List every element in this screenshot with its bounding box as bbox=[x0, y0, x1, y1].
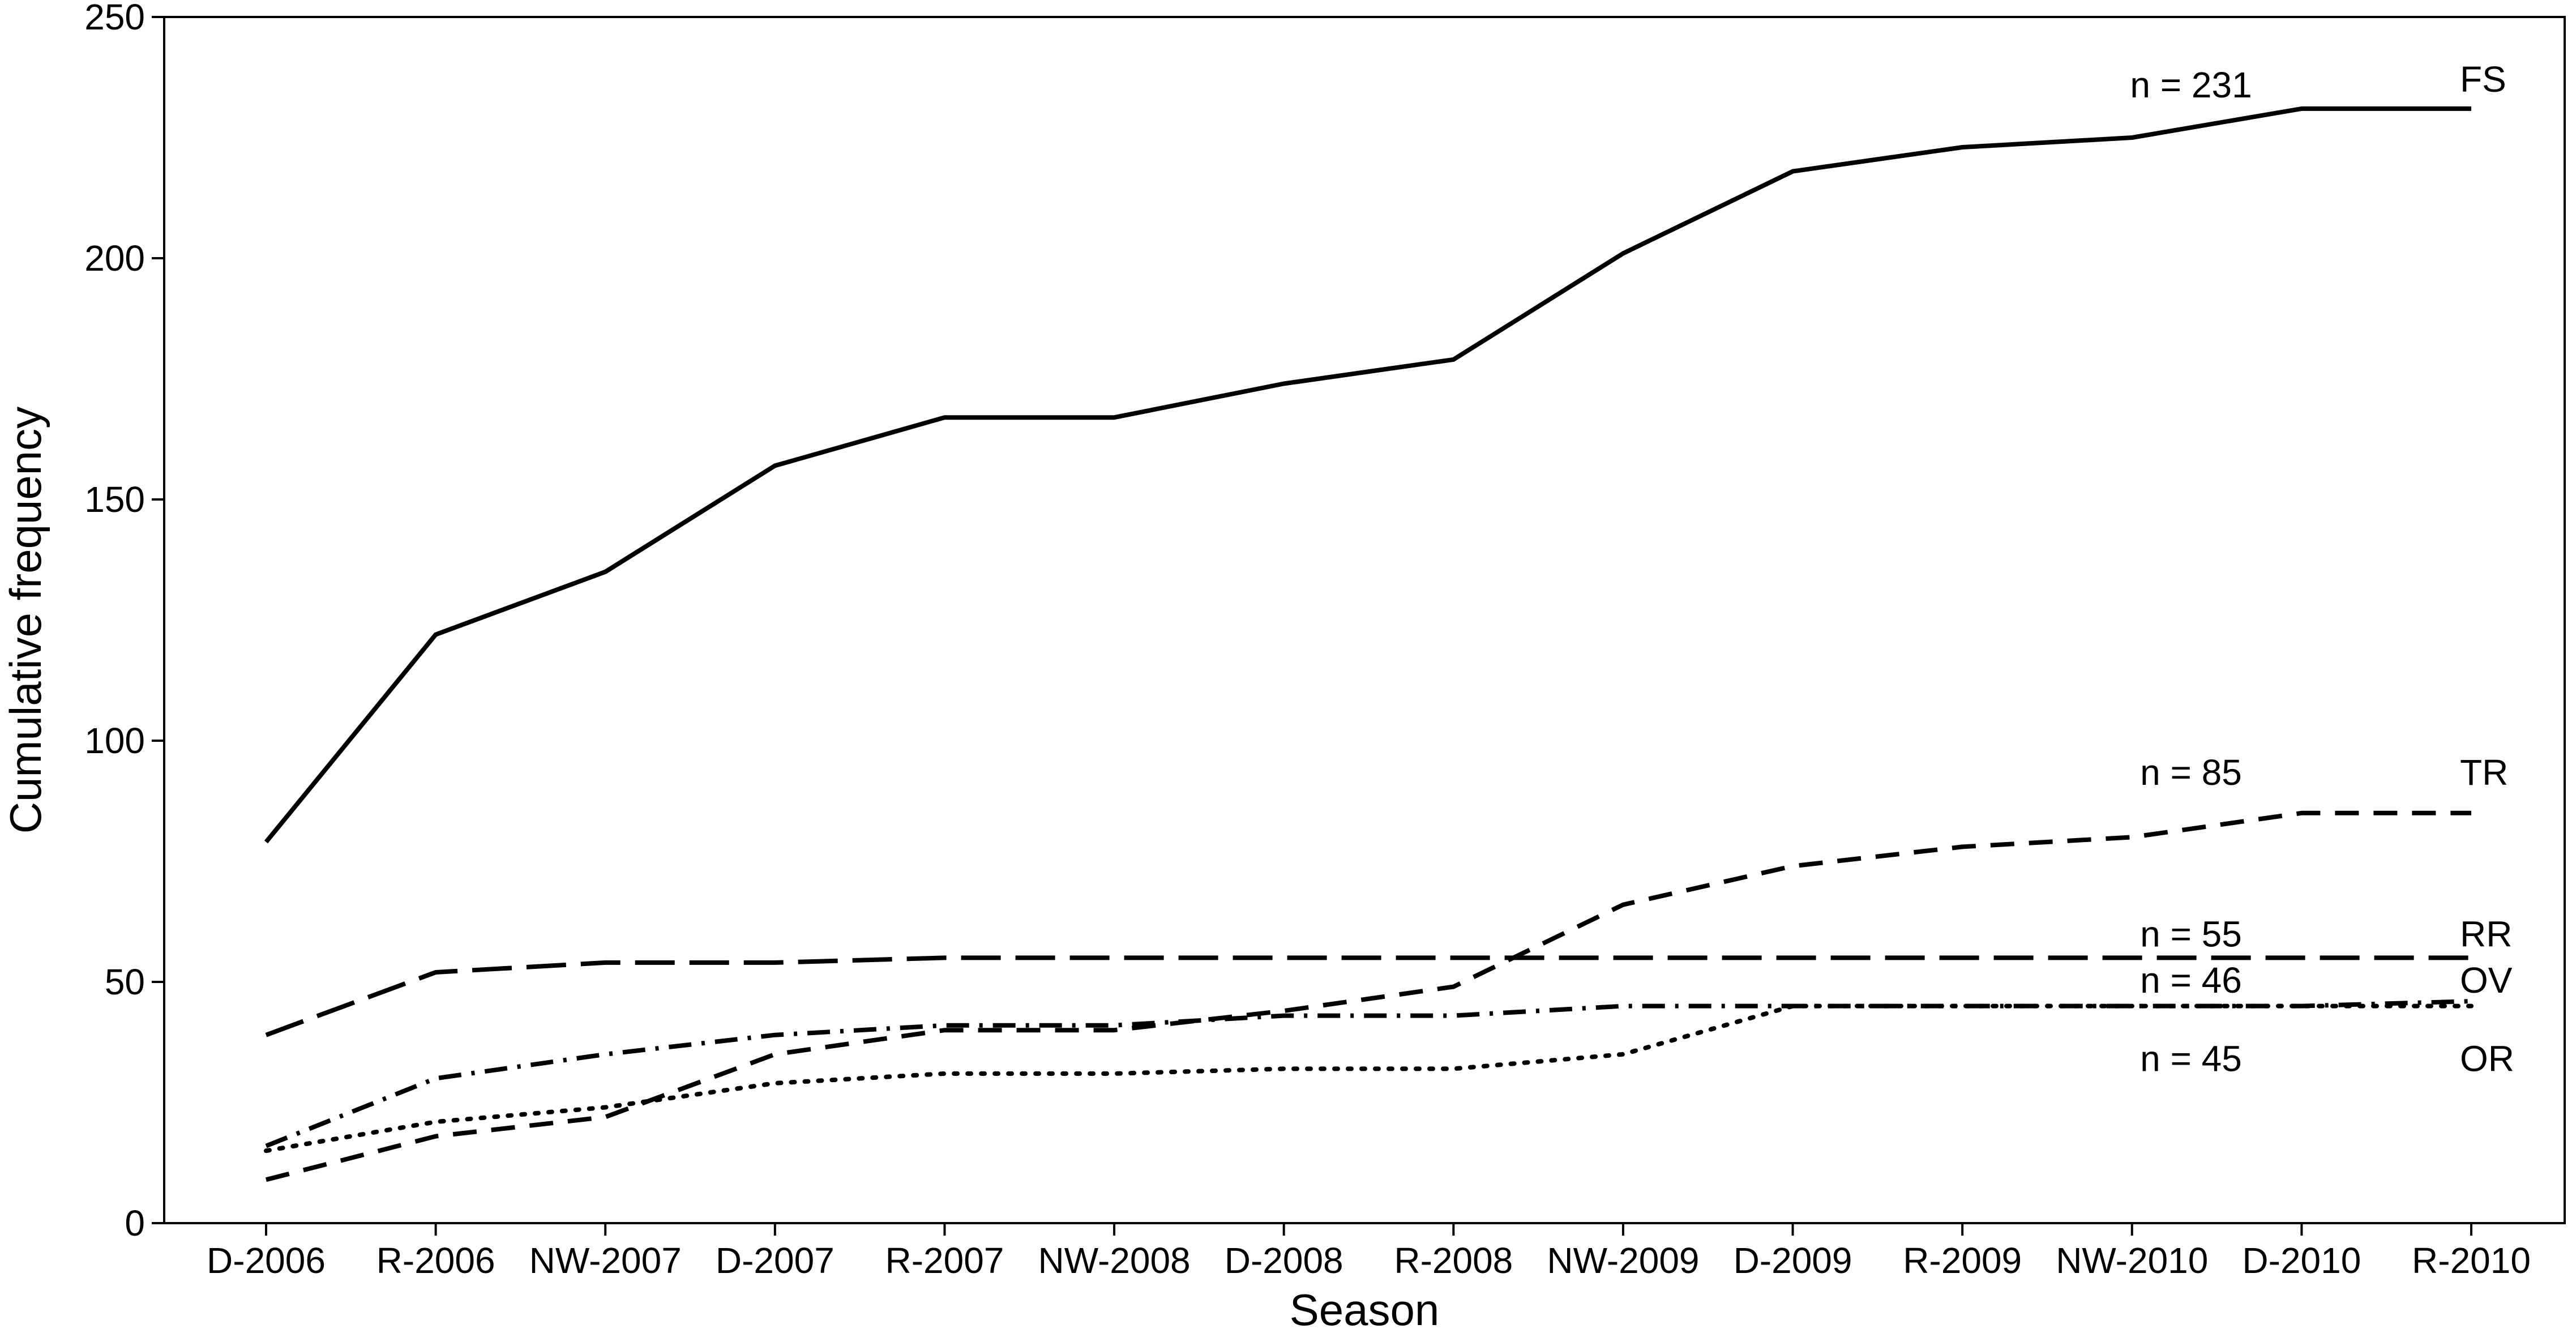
y-tick-label: 250 bbox=[84, 0, 145, 37]
x-tick-label: R-2006 bbox=[376, 1240, 495, 1281]
series-name-tr: TR bbox=[2460, 752, 2508, 793]
x-tick-label: D-2008 bbox=[1225, 1240, 1343, 1281]
series-name-ov: OV bbox=[2460, 960, 2513, 1001]
series-line-fs bbox=[264, 106, 2471, 844]
y-tick-label: 150 bbox=[84, 479, 145, 520]
x-tick-label: D-2010 bbox=[2242, 1240, 2361, 1281]
series-line-or bbox=[264, 1003, 2474, 1153]
x-tick-label: NW-2009 bbox=[1547, 1240, 1699, 1281]
x-tick-label: R-2010 bbox=[2412, 1240, 2531, 1281]
series-annotations: n = 231 FS n = 85 TR n = 55 RR n = 46 OV n = 45 O… bbox=[2130, 59, 2514, 1079]
series-line-rr bbox=[265, 955, 2471, 1037]
x-tick-label: D-2007 bbox=[716, 1240, 835, 1281]
y-axis: 0 50 100 150 200 250 bbox=[84, 0, 164, 1244]
series-line-tr bbox=[266, 810, 2471, 1182]
series-name-or: OR bbox=[2460, 1039, 2514, 1079]
x-axis: D-2006 R-2006 NW-2007 D-2007 R-2007 NW-2008 D-… bbox=[207, 1223, 2531, 1281]
x-tick-label: R-2008 bbox=[1394, 1240, 1513, 1281]
x-tick-label: R-2009 bbox=[1903, 1240, 2022, 1281]
x-tick-label: NW-2010 bbox=[2056, 1240, 2208, 1281]
n-label-tr: n = 85 bbox=[2140, 752, 2242, 793]
n-label-rr: n = 55 bbox=[2140, 913, 2242, 954]
y-tick-label: 200 bbox=[84, 238, 145, 279]
x-axis-title: Season bbox=[1290, 1285, 1440, 1333]
y-tick-label: 100 bbox=[84, 720, 145, 761]
y-tick-label: 50 bbox=[105, 962, 145, 1002]
plot-frame bbox=[163, 16, 2566, 1224]
n-label-or: n = 45 bbox=[2140, 1039, 2242, 1079]
y-tick-label: 0 bbox=[125, 1203, 145, 1244]
series-group bbox=[264, 106, 2474, 1182]
x-tick-label: D-2006 bbox=[207, 1240, 326, 1281]
series-name-rr: RR bbox=[2460, 913, 2512, 954]
x-tick-label: NW-2008 bbox=[1038, 1240, 1190, 1281]
x-tick-label: NW-2007 bbox=[529, 1240, 682, 1281]
n-label-ov: n = 46 bbox=[2140, 960, 2242, 1001]
series-name-fs: FS bbox=[2460, 59, 2506, 100]
n-label-fs: n = 231 bbox=[2130, 65, 2252, 105]
y-axis-title: Cumulative frequency bbox=[1, 407, 50, 834]
x-tick-label: D-2009 bbox=[1734, 1240, 1852, 1281]
series-line-ov bbox=[265, 999, 2472, 1148]
x-tick-label: R-2007 bbox=[885, 1240, 1004, 1281]
